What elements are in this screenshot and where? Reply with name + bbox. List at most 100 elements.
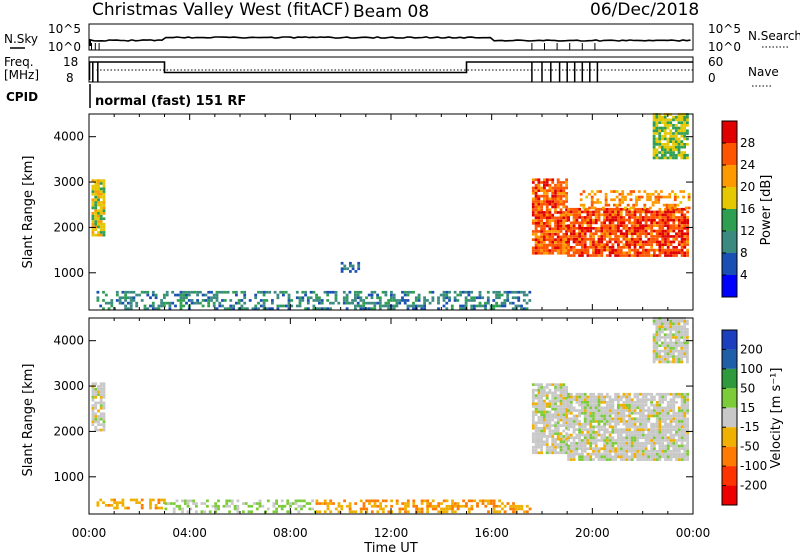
vel-cell (664, 444, 667, 448)
power-cell (586, 246, 590, 249)
power-cell (559, 200, 563, 203)
power-cell (586, 227, 590, 230)
power-cell (543, 222, 546, 225)
power-cell (262, 290, 266, 294)
power-cell (669, 235, 673, 238)
vel-cell (465, 504, 468, 508)
power-cell (406, 307, 410, 310)
vel-cell (534, 426, 538, 430)
power-cell (567, 210, 570, 214)
power-cell (500, 293, 504, 297)
vel-cell (470, 499, 474, 503)
vel-cell (600, 439, 604, 442)
vel-cell (644, 444, 648, 448)
power-cell (514, 296, 518, 300)
vel-cell (617, 436, 620, 440)
power-cell (674, 129, 678, 133)
vel-cell (329, 499, 333, 503)
power-cell (622, 227, 626, 230)
power-cell (287, 301, 291, 305)
vel-cell (594, 425, 598, 429)
vel-cell (583, 403, 587, 407)
power-cell (287, 299, 291, 302)
power-cell (223, 290, 227, 294)
power-cell (664, 248, 667, 252)
power-cell (179, 290, 183, 294)
vel-cell (680, 333, 684, 337)
power-cell (506, 293, 510, 297)
power-cell (340, 261, 344, 265)
vel-cell (359, 507, 363, 511)
vel-cell (346, 504, 349, 508)
power-cell (262, 299, 266, 302)
vel-cell (663, 325, 667, 328)
vel-cell (543, 410, 546, 414)
vel-cell (565, 437, 568, 441)
x-tick-label: 00:00 (676, 526, 711, 540)
vel-cell (440, 502, 443, 505)
vel-cell (683, 398, 687, 401)
power-cell (569, 224, 573, 227)
vel-cell (540, 391, 543, 395)
power-cell (390, 299, 393, 302)
power-cell (653, 216, 656, 219)
vel-cell (581, 401, 584, 404)
power-cell (655, 148, 659, 152)
vel-cell (581, 398, 584, 401)
vel-cell (97, 428, 100, 432)
power-cell (262, 307, 266, 310)
power-cell (567, 207, 570, 211)
vel-cell (567, 422, 570, 426)
power-cell (683, 254, 687, 257)
power-cell (565, 194, 568, 198)
vel-cell (677, 420, 681, 423)
vel-cell (686, 341, 689, 345)
vel-cell (132, 498, 136, 502)
vel-cell (661, 425, 665, 429)
power-cell (636, 248, 640, 252)
vel-cell (354, 502, 358, 505)
power-cell (687, 206, 691, 210)
power-cell (354, 290, 357, 294)
vel-cell (650, 458, 653, 461)
vel-cell (672, 322, 675, 326)
vel-cell (641, 447, 645, 450)
power-cell (626, 192, 630, 196)
vel-cell (666, 436, 670, 440)
power-cell (663, 153, 667, 157)
vel-cell (677, 450, 681, 453)
vel-cell (340, 507, 344, 511)
vel-cell (625, 406, 629, 410)
vel-cell (113, 506, 116, 510)
vel-cell (661, 355, 664, 358)
power-cell (237, 299, 241, 302)
vel-cell (562, 421, 566, 425)
vel-cell (630, 403, 634, 407)
power-cell (633, 224, 637, 227)
vel-cell (603, 422, 606, 426)
power-cell (370, 296, 374, 300)
vel-cell (545, 418, 549, 422)
power-cell (633, 243, 637, 246)
vel-cell (664, 406, 667, 410)
vel-cell (680, 447, 684, 450)
power-cell (581, 221, 584, 225)
vel-cell (680, 417, 684, 421)
vel-cell (96, 504, 100, 507)
vel-cell (633, 425, 637, 429)
vel-cell (674, 330, 678, 334)
vel-cell (650, 428, 653, 431)
power-cell (182, 293, 186, 297)
vel-cell (415, 504, 418, 508)
power-cell (603, 221, 606, 225)
power-cell (615, 203, 619, 207)
power-cell (658, 151, 662, 154)
power-cell (540, 186, 543, 190)
vel-cell (677, 425, 681, 429)
nave-label: Nave (748, 65, 779, 79)
power-cell (654, 195, 658, 199)
vel-cell (597, 431, 601, 434)
vel-cell (291, 502, 295, 505)
power-cell (562, 241, 566, 244)
vel-cell (669, 450, 673, 453)
